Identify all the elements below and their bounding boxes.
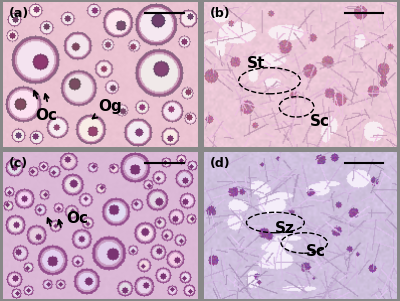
Text: (a): (a): [9, 7, 29, 20]
Text: Og: Og: [98, 99, 122, 114]
Text: Sz: Sz: [275, 221, 295, 236]
Text: Sc: Sc: [306, 244, 326, 259]
Text: Oc: Oc: [35, 108, 57, 123]
Text: (c): (c): [9, 157, 28, 170]
Text: (d): (d): [210, 157, 230, 170]
Text: (b): (b): [210, 7, 230, 20]
Text: St: St: [247, 56, 265, 71]
Text: Oc: Oc: [66, 211, 88, 226]
Text: Sc: Sc: [310, 114, 330, 129]
